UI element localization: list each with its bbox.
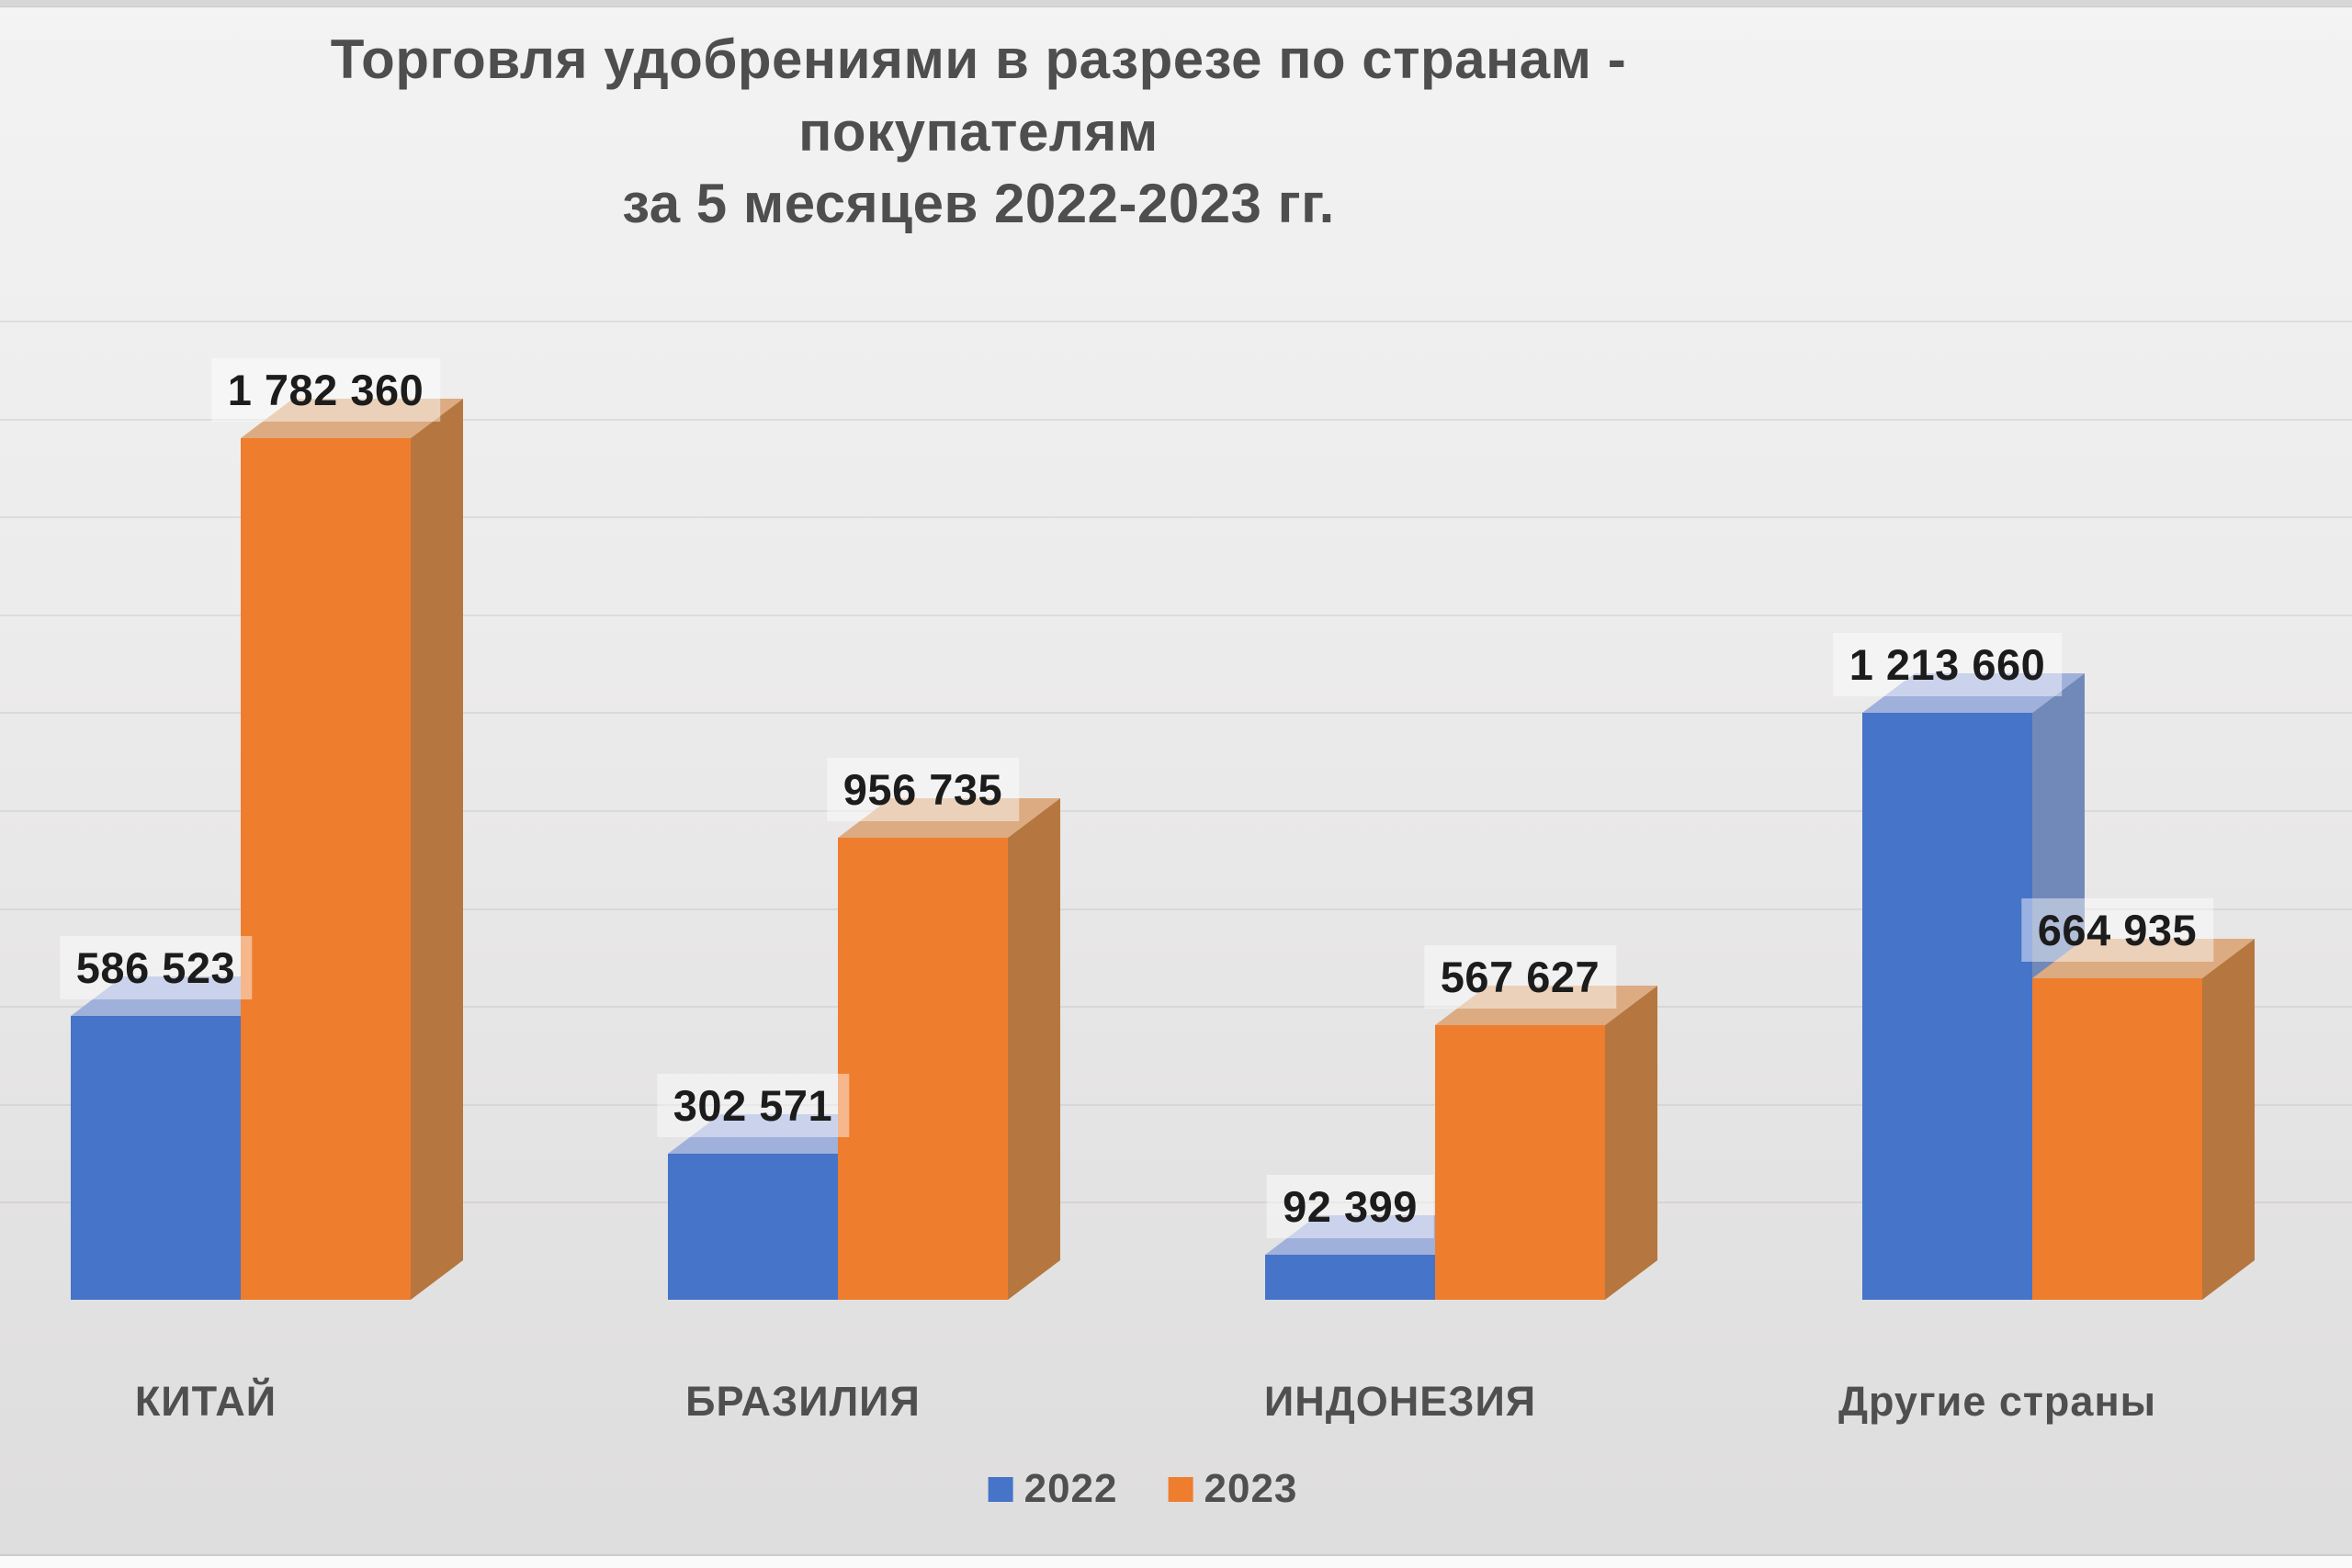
bar-2022-1 bbox=[668, 1113, 891, 1300]
legend-label-2022: 2022 bbox=[1023, 1466, 1118, 1511]
chart-title: Торговля удобрениями в разрезе по страна… bbox=[0, 24, 1957, 241]
gridline bbox=[0, 321, 2352, 322]
gridline bbox=[0, 1201, 2352, 1204]
bar-front-face bbox=[241, 438, 411, 1300]
gridline bbox=[0, 516, 2352, 519]
bar-side-face bbox=[1605, 985, 1657, 1300]
bar-front-face bbox=[668, 1154, 838, 1300]
gridline bbox=[0, 810, 2352, 812]
legend: 2022 2023 bbox=[988, 1466, 1298, 1512]
bar-2023-0 bbox=[241, 398, 464, 1300]
bar-front-face bbox=[1862, 713, 2032, 1300]
chart-title-line-1: Торговля удобрениями в разрезе по страна… bbox=[330, 28, 1627, 90]
value-label-2022-2: 92 399 bbox=[1266, 1175, 1434, 1238]
category-label-0: КИТАЙ bbox=[134, 1378, 277, 1425]
value-label-2022-1: 302 571 bbox=[656, 1074, 850, 1137]
value-label-2023-1: 956 735 bbox=[826, 758, 1020, 821]
window-top-edge bbox=[0, 0, 2352, 7]
gridline bbox=[0, 1103, 2352, 1106]
legend-swatch-2022 bbox=[988, 1476, 1013, 1502]
bar-2023-2 bbox=[1435, 985, 1658, 1300]
bar-2022-2 bbox=[1265, 1214, 1488, 1300]
value-label-2023-3: 664 935 bbox=[2020, 898, 2214, 962]
bar-side-face bbox=[2202, 938, 2255, 1300]
gridline bbox=[0, 614, 2352, 616]
bar-front-face bbox=[71, 1016, 241, 1300]
bar-2022-3 bbox=[1862, 672, 2086, 1300]
chart-title-line-3: за 5 месяцев 2022-2023 гг. bbox=[622, 173, 1335, 235]
gridline bbox=[0, 1006, 2352, 1009]
bar-2022-0 bbox=[71, 976, 294, 1300]
legend-swatch-2023 bbox=[1168, 1476, 1193, 1502]
value-label-2022-3: 1 213 660 bbox=[1832, 633, 2063, 696]
value-label-2023-2: 567 627 bbox=[1423, 945, 1617, 1009]
chart-title-line-2: покупателям bbox=[798, 100, 1159, 163]
category-label-1: БРАЗИЛИЯ bbox=[685, 1378, 921, 1425]
legend-label-2023: 2023 bbox=[1204, 1466, 1298, 1511]
gridline bbox=[0, 908, 2352, 910]
bar-front-face bbox=[838, 838, 1008, 1300]
bar-front-face bbox=[1265, 1255, 1435, 1300]
bar-front-face bbox=[2032, 978, 2202, 1300]
value-label-2023-0: 1 782 360 bbox=[210, 358, 441, 422]
window-bottom-edge bbox=[0, 1554, 2352, 1568]
bar-side-face bbox=[1008, 797, 1060, 1300]
legend-item-2022: 2022 bbox=[988, 1466, 1118, 1512]
legend-item-2023: 2023 bbox=[1168, 1466, 1298, 1512]
category-label-2: ИНДОНЕЗИЯ bbox=[1263, 1378, 1537, 1425]
bar-front-face bbox=[1435, 1025, 1605, 1300]
category-label-3: Другие страны bbox=[1838, 1378, 2157, 1425]
bar-side-face bbox=[411, 398, 463, 1300]
gridline bbox=[0, 418, 2352, 421]
bar-2023-1 bbox=[838, 797, 1061, 1300]
bar-2023-3 bbox=[2032, 938, 2256, 1300]
gridline bbox=[0, 712, 2352, 715]
value-label-2022-0: 586 523 bbox=[59, 936, 253, 999]
